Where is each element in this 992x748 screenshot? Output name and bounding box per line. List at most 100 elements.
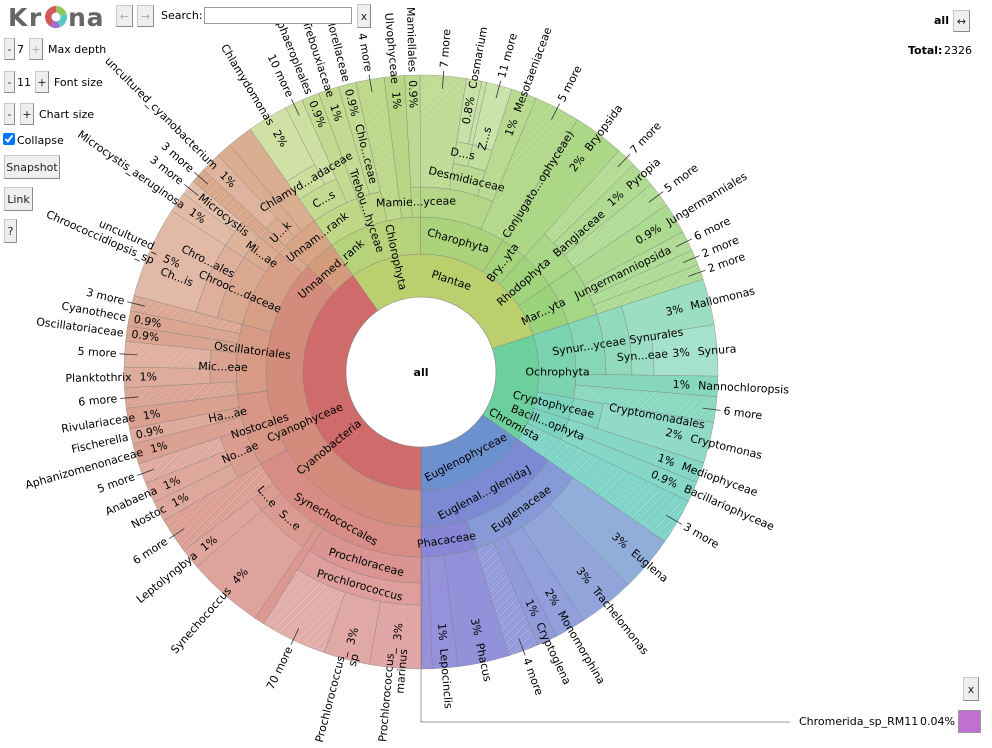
more-leader-line (688, 269, 706, 277)
center-hole[interactable] (345, 296, 497, 448)
wedge-hatch (593, 264, 704, 315)
forward-button[interactable]: → (137, 5, 154, 27)
leaf-percent: 0.8% (460, 95, 478, 125)
font-size-label: Font size (54, 76, 103, 89)
wedge-hatch (584, 231, 692, 297)
chart-size-decrease-button[interactable]: - (4, 103, 15, 125)
leaf-name: Nannochloropsis (698, 379, 790, 396)
wedge-hatch (263, 569, 346, 653)
focus-name: all (934, 14, 949, 27)
max-depth-decrease-button[interactable]: - (4, 38, 15, 60)
wedge-oscillatoriales[interactable] (235, 324, 272, 395)
node-label: Ochrophyta (525, 366, 589, 379)
wedge-hatch (564, 184, 667, 269)
leaf-percent: 3% (391, 622, 405, 641)
wedge-hatch (138, 437, 226, 484)
collapse-checkbox[interactable] (3, 133, 15, 145)
more-leader-line (368, 74, 373, 93)
wedge-hatch (589, 250, 698, 306)
more-leader-line (441, 70, 445, 89)
max-depth-increase-button[interactable]: + (29, 38, 43, 60)
more-label: 6 more (131, 535, 171, 567)
collapse-label: Collapse (17, 134, 64, 147)
wedge-hatch (517, 423, 689, 542)
snapshot-button[interactable]: Snapshot (4, 155, 60, 179)
more-leader-line (194, 172, 209, 185)
leaf-percent: 1% (656, 451, 677, 469)
more-label: 7 more (628, 119, 665, 156)
leaf-name: Ulvophyceae (382, 12, 401, 84)
leaf-name: Synechococcus (168, 584, 234, 656)
more-leader-line (648, 191, 664, 203)
leaf-percent: 1% (142, 407, 161, 423)
leaf-name: Synura (697, 342, 737, 358)
chart-size-increase-button[interactable]: + (20, 103, 34, 125)
more-label: 4 more (520, 656, 546, 697)
krona-logo-icon (45, 5, 68, 28)
wedge-ochrophyta[interactable] (532, 323, 577, 399)
more-leader-line (495, 80, 502, 99)
leaf-percent: 1% (435, 623, 449, 641)
max-depth-value: 7 (17, 43, 24, 56)
leaf-percent: 3% (344, 626, 361, 646)
leaf-name: Cosmarium (466, 26, 490, 90)
leaf-name: Nostoc (129, 502, 168, 531)
back-button[interactable]: ← (116, 5, 133, 27)
more-leader-line (120, 396, 139, 399)
leaf-name: uncultured_Chroococcidiopsis_sp (44, 195, 162, 266)
more-label: 3 more (681, 520, 721, 551)
leaf-name: Trachelomonas (589, 584, 652, 658)
wedge-hatch (183, 181, 243, 233)
more-leader-line (617, 153, 631, 168)
font-size-increase-button[interactable]: + (35, 71, 49, 93)
total-value: 2326 (944, 44, 972, 57)
total-label: Total: (908, 44, 943, 57)
leaf-percent: 0.9% (133, 313, 163, 331)
leaf-name: Lepocinclis (437, 648, 455, 710)
more-label: 5 more (555, 63, 585, 104)
search-clear-button[interactable]: x (357, 4, 371, 28)
leaf-name: Chlamydomonas (218, 42, 277, 128)
wedge-hatch (544, 150, 634, 244)
leaf-percent: 1% (161, 473, 182, 492)
leaf-percent: 1% (502, 117, 520, 138)
more-label: 5 more (662, 161, 701, 195)
leaf-percent: 1% (327, 103, 345, 124)
wedge-hatch (285, 99, 337, 185)
more-leader-line (675, 238, 693, 248)
wedge-hatch (481, 98, 578, 241)
more-label: 70 more (264, 644, 296, 691)
leaf-percent: 1% (139, 370, 157, 383)
search-label: Search: (161, 9, 203, 22)
search-input[interactable] (204, 7, 352, 24)
more-label: 4 more (355, 32, 375, 73)
wedge-hatch (193, 169, 308, 273)
more-leader-line (682, 255, 700, 263)
wedge-hatch (355, 77, 402, 221)
wedge-hatch (472, 82, 512, 151)
expand-button[interactable]: ↔ (953, 10, 970, 32)
wedge-hatch (420, 75, 467, 190)
details-percent: 0.04% (920, 715, 955, 728)
node-label: Mic...eae (198, 360, 248, 374)
link-button[interactable]: Link (4, 187, 33, 211)
more-leader-line (550, 103, 560, 120)
leaf-percent: 1% (672, 378, 690, 392)
font-size-decrease-button[interactable]: - (4, 71, 15, 93)
leaf-percent: 1% (149, 439, 169, 456)
leaf-percent: 2% (664, 426, 684, 443)
more-label: 6 more (78, 392, 118, 408)
leaf-name: Mamiellales (404, 7, 419, 73)
leaf-percent: 3% (672, 346, 690, 360)
more-leader-line (518, 638, 526, 656)
wedge-hatch (130, 295, 243, 334)
leaf-percent: 0.9% (135, 423, 165, 442)
node-label: Mamie...yceae (376, 194, 457, 209)
details-close-button[interactable]: x (963, 677, 979, 701)
more-leader-line (137, 468, 155, 476)
wedge-hatch (475, 542, 538, 656)
help-button[interactable]: ? (4, 219, 17, 243)
leaf-percent: 0.9% (406, 80, 420, 108)
